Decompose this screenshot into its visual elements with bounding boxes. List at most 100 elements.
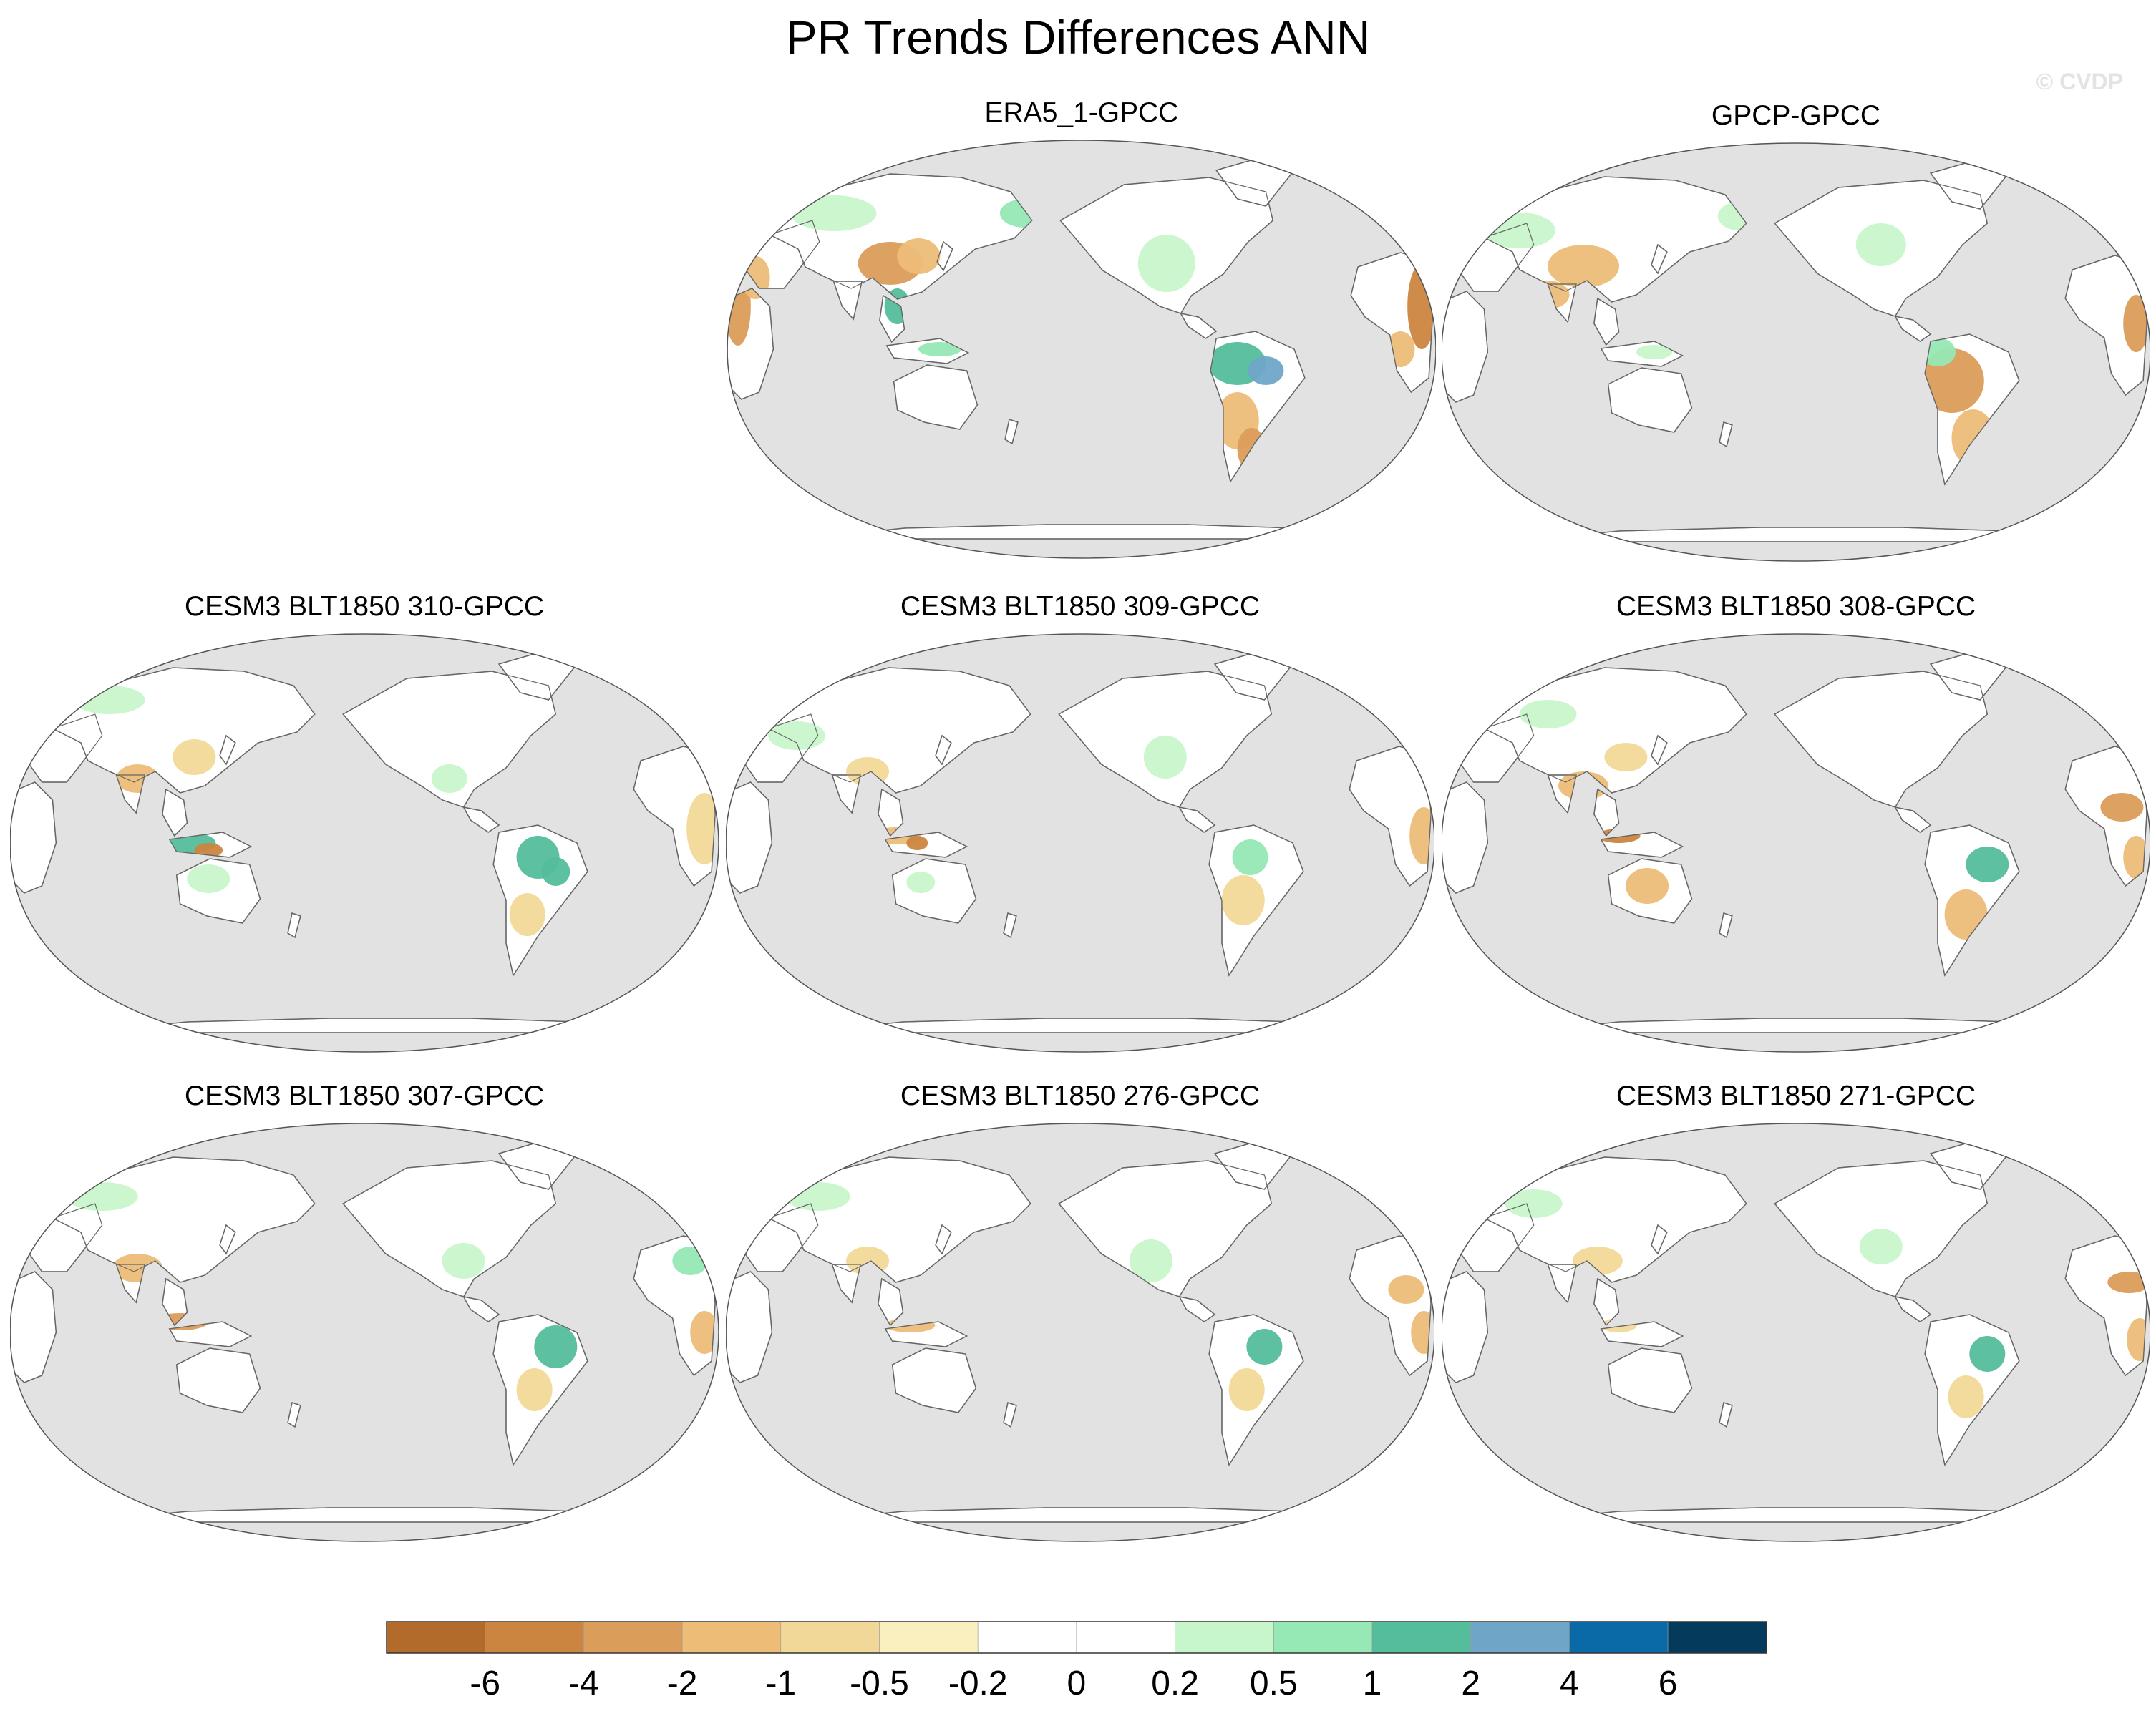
global-map: [10, 1123, 719, 1542]
colorbar-swatch: [485, 1621, 584, 1654]
colorbar-swatch: [1470, 1621, 1570, 1654]
trend-anomaly-patch: [1505, 1189, 1563, 1218]
colorbar-swatch: [1667, 1621, 1767, 1654]
colorbar-swatch: [583, 1621, 683, 1654]
global-map: [726, 1123, 1434, 1542]
colorbar-swatch: [1273, 1621, 1373, 1654]
panel-title: CESM3 BLT1850 276-GPCC: [900, 1081, 1261, 1111]
trend-anomaly-patch: [790, 195, 877, 231]
trend-anomaly-patch: [1948, 1375, 1984, 1418]
colorbar-tick-label: 0: [1067, 1664, 1087, 1702]
colorbar-tick-label: -0.2: [948, 1664, 1008, 1702]
colorbar-tick-label: -4: [568, 1664, 599, 1702]
map-panel-309: CESM3 BLT1850 309-GPCC: [726, 591, 1434, 1053]
global-map: [727, 140, 1436, 559]
colorbar-tick-label: -1: [765, 1664, 796, 1702]
trend-anomaly-patch: [2123, 836, 2147, 879]
trend-anomaly-patch: [509, 893, 545, 936]
trend-anomaly-patch: [785, 1182, 850, 1211]
global-map: [726, 633, 1434, 1053]
colorbar-swatch: [1371, 1621, 1471, 1654]
colorbar-swatch: [1076, 1621, 1175, 1654]
trend-anomaly-patch: [1221, 875, 1265, 925]
colorbar-tick-label: 0.2: [1151, 1664, 1199, 1702]
trend-anomaly-patch: [906, 872, 936, 893]
global-map: [1442, 1123, 2150, 1542]
global-map: [1442, 633, 2150, 1053]
panel-title: ERA5_1-GPCC: [984, 97, 1179, 128]
trend-anomaly-patch: [1232, 839, 1268, 875]
trend-anomaly-patch: [768, 721, 825, 750]
panel-title: CESM3 BLT1850 308-GPCC: [1616, 591, 1976, 622]
map-border: [726, 633, 1434, 1053]
trend-anomaly-patch: [918, 342, 961, 356]
colorbar-swatch: [879, 1621, 979, 1654]
map-panel-308: CESM3 BLT1850 308-GPCC: [1442, 591, 2150, 1053]
trend-anomaly-patch: [1409, 807, 1432, 864]
colorbar-swatch: [780, 1621, 880, 1654]
colorbar-swatch: [977, 1621, 1077, 1654]
trend-anomaly-patch: [1626, 868, 1669, 904]
global-map: [10, 633, 719, 1053]
trend-anomaly-patch: [442, 1243, 485, 1279]
trend-anomaly-patch: [541, 857, 570, 886]
map-border: [1442, 1123, 2150, 1542]
map-border: [10, 1123, 719, 1542]
trend-anomaly-patch: [2123, 295, 2147, 352]
figure-title: PR Trends Differences ANN: [785, 11, 1371, 64]
global-map: [1442, 142, 2150, 562]
colorbar-swatch: [681, 1621, 782, 1654]
trend-anomaly-patch: [690, 1311, 716, 1354]
colorbar-swatch: [1569, 1621, 1669, 1654]
trend-anomaly-patch: [1388, 1275, 1424, 1304]
trend-anomaly-patch: [187, 864, 230, 893]
panel-title: CESM3 BLT1850 310-GPCC: [184, 591, 545, 622]
colorbar-tick-label: 6: [1659, 1664, 1678, 1702]
map-border: [726, 1123, 1434, 1542]
trend-anomaly-patch: [1969, 1336, 2006, 1372]
trend-anomaly-patch: [194, 843, 223, 857]
colorbar-tick-label: -2: [667, 1664, 698, 1702]
panel-title: CESM3 BLT1850 309-GPCC: [900, 591, 1261, 622]
trend-anomaly-patch: [1228, 1368, 1265, 1411]
trend-anomaly-patch: [534, 1325, 578, 1368]
map-border: [1442, 142, 2150, 562]
trend-anomaly-patch: [516, 1368, 553, 1411]
trend-anomaly-patch: [897, 238, 941, 274]
trend-anomaly-patch: [906, 836, 928, 850]
trend-anomaly-patch: [1636, 345, 1672, 359]
trend-anomaly-patch: [1859, 1229, 1903, 1264]
map-border: [727, 140, 1436, 559]
map-panel-271: CESM3 BLT1850 271-GPCC: [1442, 1081, 2150, 1542]
map-panel-gpcp: GPCP-GPCC: [1442, 100, 2150, 562]
colorbar-swatch: [1175, 1621, 1274, 1654]
map-border: [1442, 633, 2150, 1053]
trend-anomaly-patch: [1855, 223, 1906, 266]
cvdp-watermark: © CVDP: [2036, 69, 2123, 94]
colorbar-tick-label: 1: [1363, 1664, 1382, 1702]
trend-anomaly-patch: [1604, 743, 1648, 771]
map-panel-era5: ERA5_1-GPCC: [727, 97, 1436, 559]
trend-anomaly-patch: [2100, 793, 2144, 822]
map-border: [10, 633, 719, 1053]
trend-anomaly-patch: [1246, 1329, 1283, 1365]
colorbar-tick-label: -0.5: [850, 1664, 909, 1702]
trend-anomaly-patch: [1966, 847, 2009, 882]
map-panel-276: CESM3 BLT1850 276-GPCC: [726, 1081, 1434, 1542]
trend-anomaly-patch: [1143, 736, 1187, 779]
trend-anomaly-patch: [2107, 1272, 2147, 1293]
trend-anomaly-patch: [73, 686, 145, 714]
colorbar-tick-label: -6: [470, 1664, 500, 1702]
panel-title: CESM3 BLT1850 307-GPCC: [184, 1081, 545, 1111]
colorbar-tick-label: 0.5: [1250, 1664, 1298, 1702]
colorbar-tick-label: 4: [1560, 1664, 1579, 1702]
trend-anomaly-patch: [173, 739, 216, 775]
map-panel-310: CESM3 BLT1850 310-GPCC: [10, 591, 719, 1053]
panel-title: CESM3 BLT1850 271-GPCC: [1616, 1081, 1976, 1111]
trend-anomaly-patch: [66, 1182, 138, 1211]
trend-anomaly-patch: [1548, 245, 1619, 288]
map-panel-307: CESM3 BLT1850 307-GPCC: [10, 1081, 719, 1542]
trend-anomaly-patch: [1130, 1239, 1172, 1282]
trend-anomaly-patch: [1248, 356, 1284, 385]
colorbar-swatch: [386, 1621, 485, 1654]
